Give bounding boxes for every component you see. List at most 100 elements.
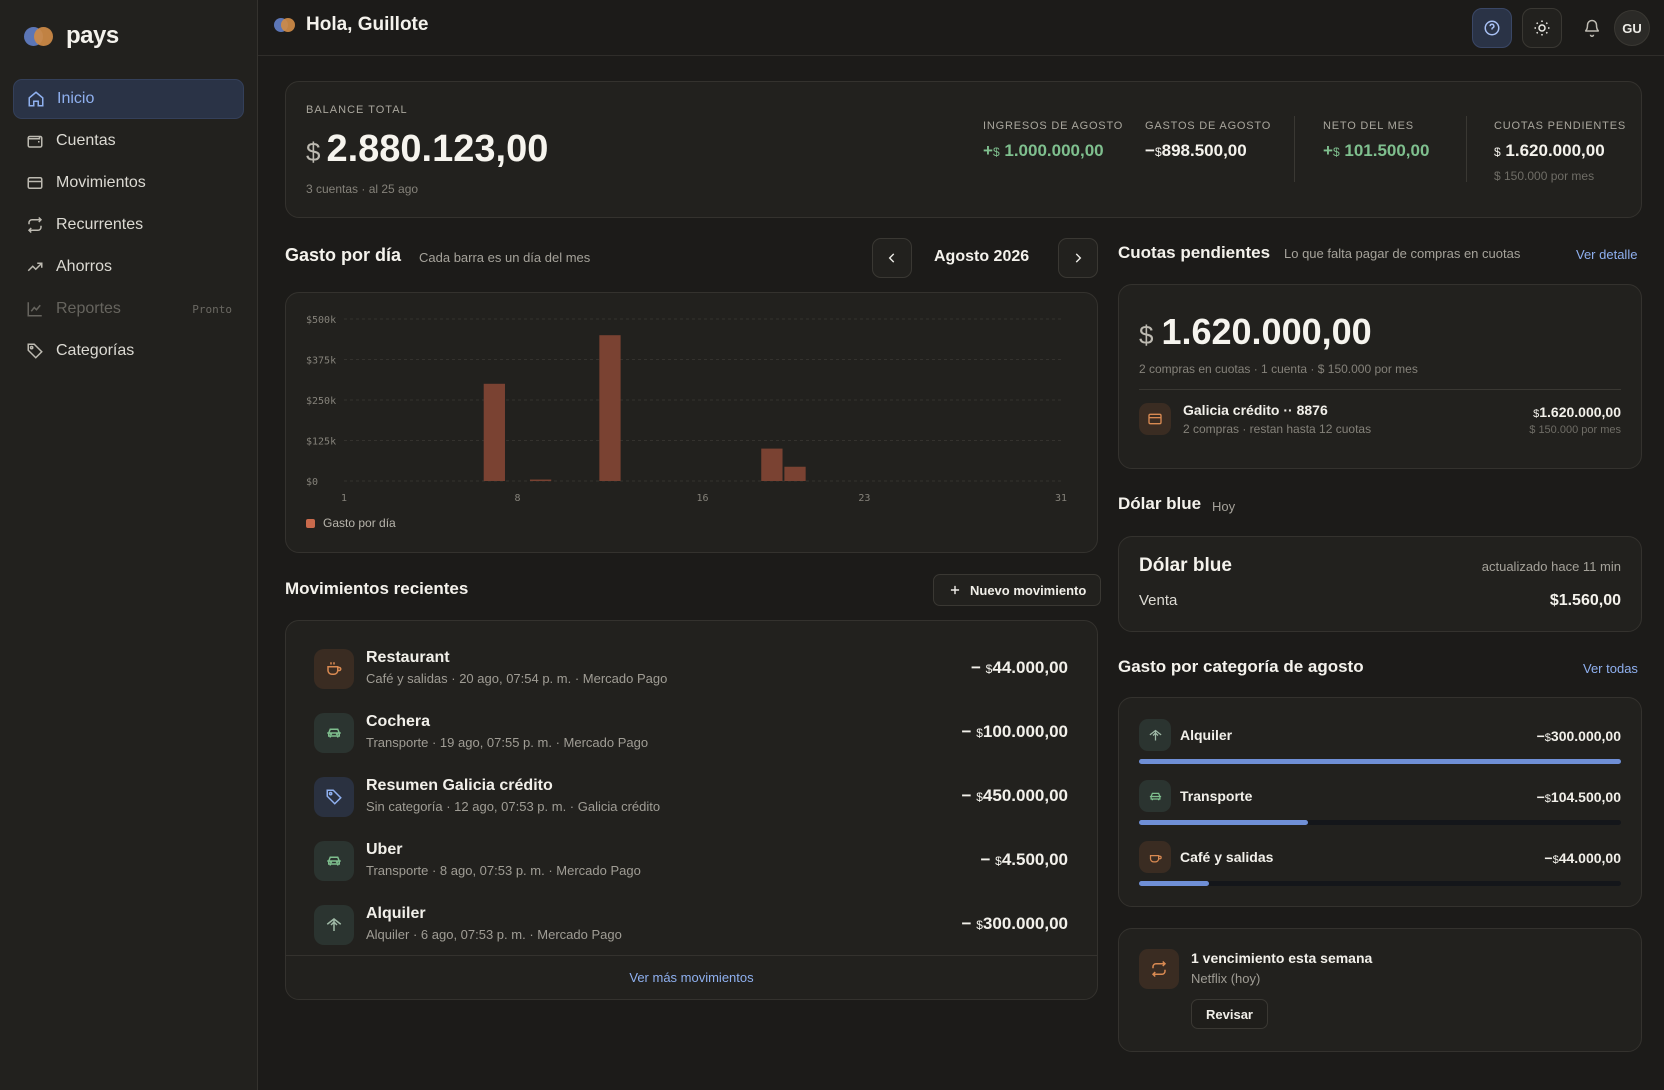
sidebar-item-categorias[interactable]: Categorías: [13, 331, 244, 371]
wallet-icon: [25, 131, 45, 151]
category-progress-fill: [1139, 820, 1308, 825]
bell-icon: [1584, 19, 1600, 37]
y-tick-label: $125k: [306, 437, 336, 448]
greeting-text: Hola, Guillote: [306, 14, 429, 35]
balance-card: BALANCE TOTAL $ 2.880.123,00 3 cuentas ·…: [285, 81, 1642, 218]
y-tick-label: $375k: [306, 356, 336, 367]
dolar-section-sub: Hoy: [1212, 499, 1236, 514]
movement-amount: − $44.000,00: [971, 658, 1068, 677]
movement-amount: − $300.000,00: [961, 914, 1068, 933]
tag-icon: [25, 341, 45, 361]
categorias-card: Alquiler −$300.000,00 Transporte −$104.5…: [1118, 697, 1642, 907]
legend-swatch: [306, 518, 315, 528]
brand-name: pays: [66, 22, 119, 49]
stat-value: $ 1.620.000,00: [1494, 141, 1605, 160]
movement-title: Alquiler: [366, 905, 426, 922]
movement-sub: Transporte · 8 ago, 07:53 p. m. · Mercad…: [366, 863, 641, 878]
x-tick-label: 8: [514, 493, 520, 503]
list-item[interactable]: Uber Transporte · 8 ago, 07:53 p. m. · M…: [314, 839, 1068, 889]
category-progress: [1139, 881, 1621, 886]
house-icon: [314, 905, 354, 945]
sidebar-item-label: Cuentas: [56, 132, 116, 149]
category-progress-fill: [1139, 881, 1210, 886]
cuotas-detail-link[interactable]: Ver detalle: [1576, 247, 1638, 262]
category-progress: [1139, 759, 1621, 764]
dolar-card-title: Dólar blue: [1139, 555, 1232, 576]
movimientos-card: Restaurant Café y salidas · 20 ago, 07:5…: [285, 620, 1098, 1000]
repeat-icon: [25, 215, 45, 235]
list-item[interactable]: Alquiler Alquiler · 6 ago, 07:53 p. m. ·…: [314, 903, 1068, 953]
car-icon: [1139, 780, 1171, 812]
prev-month-button[interactable]: [872, 238, 912, 278]
chevron-left-icon: [888, 253, 895, 263]
category-progress-fill: [1139, 759, 1621, 764]
dolar-updated: actualizado hace 11 min: [1481, 559, 1621, 574]
movement-title: Cochera: [366, 713, 431, 730]
list-item[interactable]: Resumen Galicia crédito Sin categoría · …: [314, 775, 1068, 825]
house-icon: [1139, 719, 1171, 751]
stat-label: INGRESOS DE AGOSTO: [983, 120, 1124, 132]
sidebar-item-ahorros[interactable]: Ahorros: [13, 247, 244, 287]
sidebar-item-label: Categorías: [56, 342, 135, 359]
movement-sub: Café y salidas · 20 ago, 07:54 p. m. · M…: [366, 671, 668, 686]
currency-symbol: $: [1139, 320, 1154, 350]
bar-day-20: [784, 466, 806, 481]
sidebar-item-recurrentes[interactable]: Recurrentes: [13, 205, 244, 245]
category-amount: −$44.000,00: [1544, 850, 1621, 866]
category-name: Transporte: [1180, 788, 1253, 804]
greeting: Hola, Guillote: [274, 14, 428, 36]
balance-label: BALANCE TOTAL: [306, 104, 408, 116]
category-name: Alquiler: [1180, 727, 1233, 743]
home-icon: [26, 89, 46, 109]
see-more-movements-link[interactable]: Ver más movimientos: [629, 970, 754, 985]
currency-symbol: $: [306, 137, 321, 167]
divider: [1466, 116, 1467, 182]
brand[interactable]: pays: [24, 22, 119, 50]
cuotas-amount: $ 1.620.000,00: [1139, 311, 1372, 353]
help-button[interactable]: [1472, 8, 1512, 48]
category-amount: −$104.500,00: [1536, 789, 1621, 805]
cuotas-item-name: Galicia crédito ·· 8876: [1183, 402, 1328, 418]
movement-title: Uber: [366, 841, 403, 858]
notifications-button[interactable]: [1572, 8, 1612, 48]
dolar-section-title: Dólar blue: [1118, 494, 1202, 513]
balance-amount: $ 2.880.123,00: [306, 128, 548, 171]
sidebar-item-label: Reportes: [56, 300, 121, 317]
logo-icon: [274, 16, 296, 34]
chevron-right-icon: [1075, 253, 1082, 263]
avatar[interactable]: GU: [1614, 10, 1650, 46]
dolar-value: $1.560,00: [1549, 592, 1621, 609]
list-item[interactable]: Cochera Transporte · 19 ago, 07:55 p. m.…: [314, 711, 1068, 761]
review-button[interactable]: Revisar: [1191, 999, 1268, 1029]
sidebar-item-movimientos[interactable]: Movimientos: [13, 163, 244, 203]
stat-gastos: GASTOS DE AGOSTO −$898.500,00: [1145, 120, 1271, 161]
theme-toggle-button[interactable]: [1522, 8, 1562, 48]
coffee-icon: [314, 649, 354, 689]
movement-title: Resumen Galicia crédito: [366, 777, 553, 794]
balance-sub: 3 cuentas · al 25 ago: [306, 182, 419, 196]
cuotas-item-sub: 2 compras · restan hasta 12 cuotas: [1183, 422, 1372, 436]
cuotas-item-monthly: $ 150.000 por mes: [1529, 424, 1621, 436]
next-month-button[interactable]: [1058, 238, 1098, 278]
sidebar-item-inicio[interactable]: Inicio: [13, 79, 244, 119]
movement-amount: − $4.500,00: [980, 850, 1068, 869]
sidebar: pays Inicio Cuentas Movimientos Recurren…: [0, 0, 258, 1090]
stat-sub: $ 150.000 por mes: [1494, 169, 1595, 183]
x-tick-label: 31: [1055, 493, 1067, 503]
topbar: Hola, Guillote GU: [258, 0, 1664, 56]
coming-soon-badge: Pronto: [192, 302, 232, 316]
x-tick-label: 16: [696, 493, 708, 503]
vencimiento-card: 1 vencimiento esta semana Netflix (hoy) …: [1118, 928, 1642, 1052]
category-progress: [1139, 820, 1621, 825]
stat-ingresos: INGRESOS DE AGOSTO +$ 1.000.000,00: [983, 120, 1123, 161]
repeat-icon: [1139, 949, 1179, 989]
gasto-dia-title: Gasto por día: [285, 245, 402, 265]
list-item[interactable]: Restaurant Café y salidas · 20 ago, 07:5…: [314, 647, 1068, 697]
sidebar-item-cuentas[interactable]: Cuentas: [13, 121, 244, 161]
new-movement-button[interactable]: Nuevo movimiento: [933, 574, 1102, 606]
sun-icon: [1534, 20, 1550, 36]
see-all-categories-link[interactable]: Ver todas: [1583, 661, 1638, 676]
cuotas-card: $ 1.620.000,00 2 compras en cuotas · 1 c…: [1118, 284, 1642, 469]
stat-value: −$898.500,00: [1145, 141, 1247, 160]
tag-icon: [314, 777, 354, 817]
